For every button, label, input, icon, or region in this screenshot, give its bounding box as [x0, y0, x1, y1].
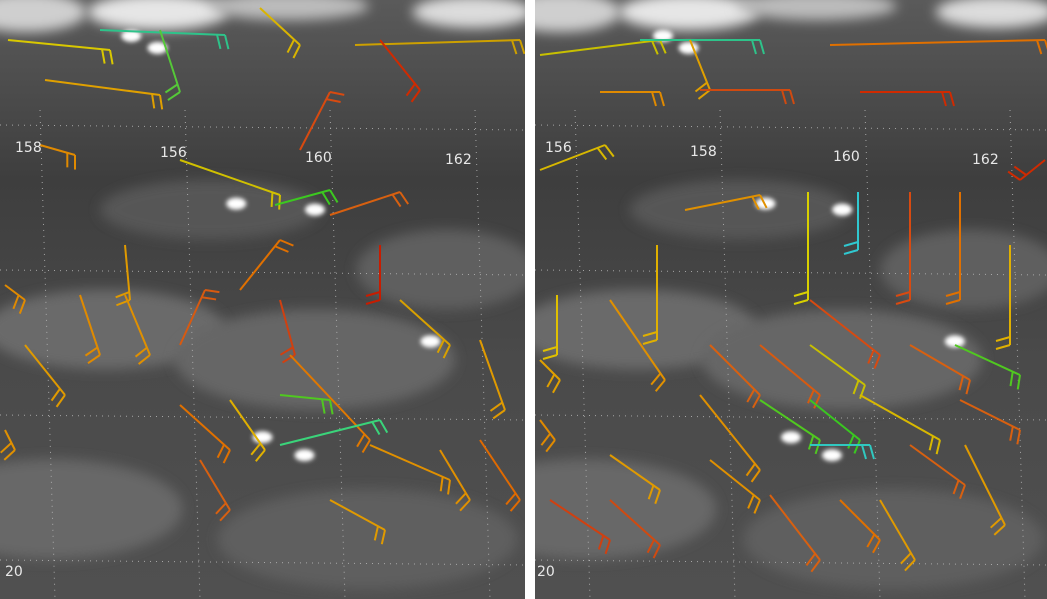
page: {"panels": [ {"longitude_labels": ["158"…	[0, 0, 1047, 599]
bright-cloud	[421, 335, 441, 347]
cloud	[218, 489, 518, 589]
bright-cloud	[295, 449, 315, 461]
longitude-label: 158	[690, 144, 717, 160]
cloud	[630, 180, 850, 240]
latitude-label: 20	[537, 564, 555, 580]
satellite-view: 158 156 160 162 20 156 158 160 162 20	[0, 0, 1047, 599]
latitude-label: 20	[5, 564, 23, 580]
cloud	[356, 230, 536, 310]
bright-cloud	[822, 449, 842, 461]
longitude-label: 156	[545, 140, 572, 156]
panel-left: 158 156 160 162 20	[0, 0, 536, 599]
cloud	[175, 309, 455, 409]
bright-cloud	[305, 204, 325, 216]
wind-barb-feather	[272, 192, 273, 207]
longitude-label: 158	[15, 140, 42, 156]
longitude-label: 162	[972, 152, 999, 168]
longitude-label: 160	[305, 150, 332, 166]
longitude-label: 160	[833, 149, 860, 165]
bright-cloud	[832, 204, 852, 216]
divider	[525, 0, 535, 599]
wind-barb-feather	[279, 195, 280, 210]
panel-right: 156 158 160 162 20	[456, 0, 1047, 599]
bright-cloud	[781, 431, 801, 443]
cloud	[743, 489, 1043, 589]
longitude-label: 156	[160, 145, 187, 161]
cloud	[100, 180, 320, 240]
longitude-label: 162	[445, 152, 472, 168]
bright-cloud	[226, 198, 246, 210]
